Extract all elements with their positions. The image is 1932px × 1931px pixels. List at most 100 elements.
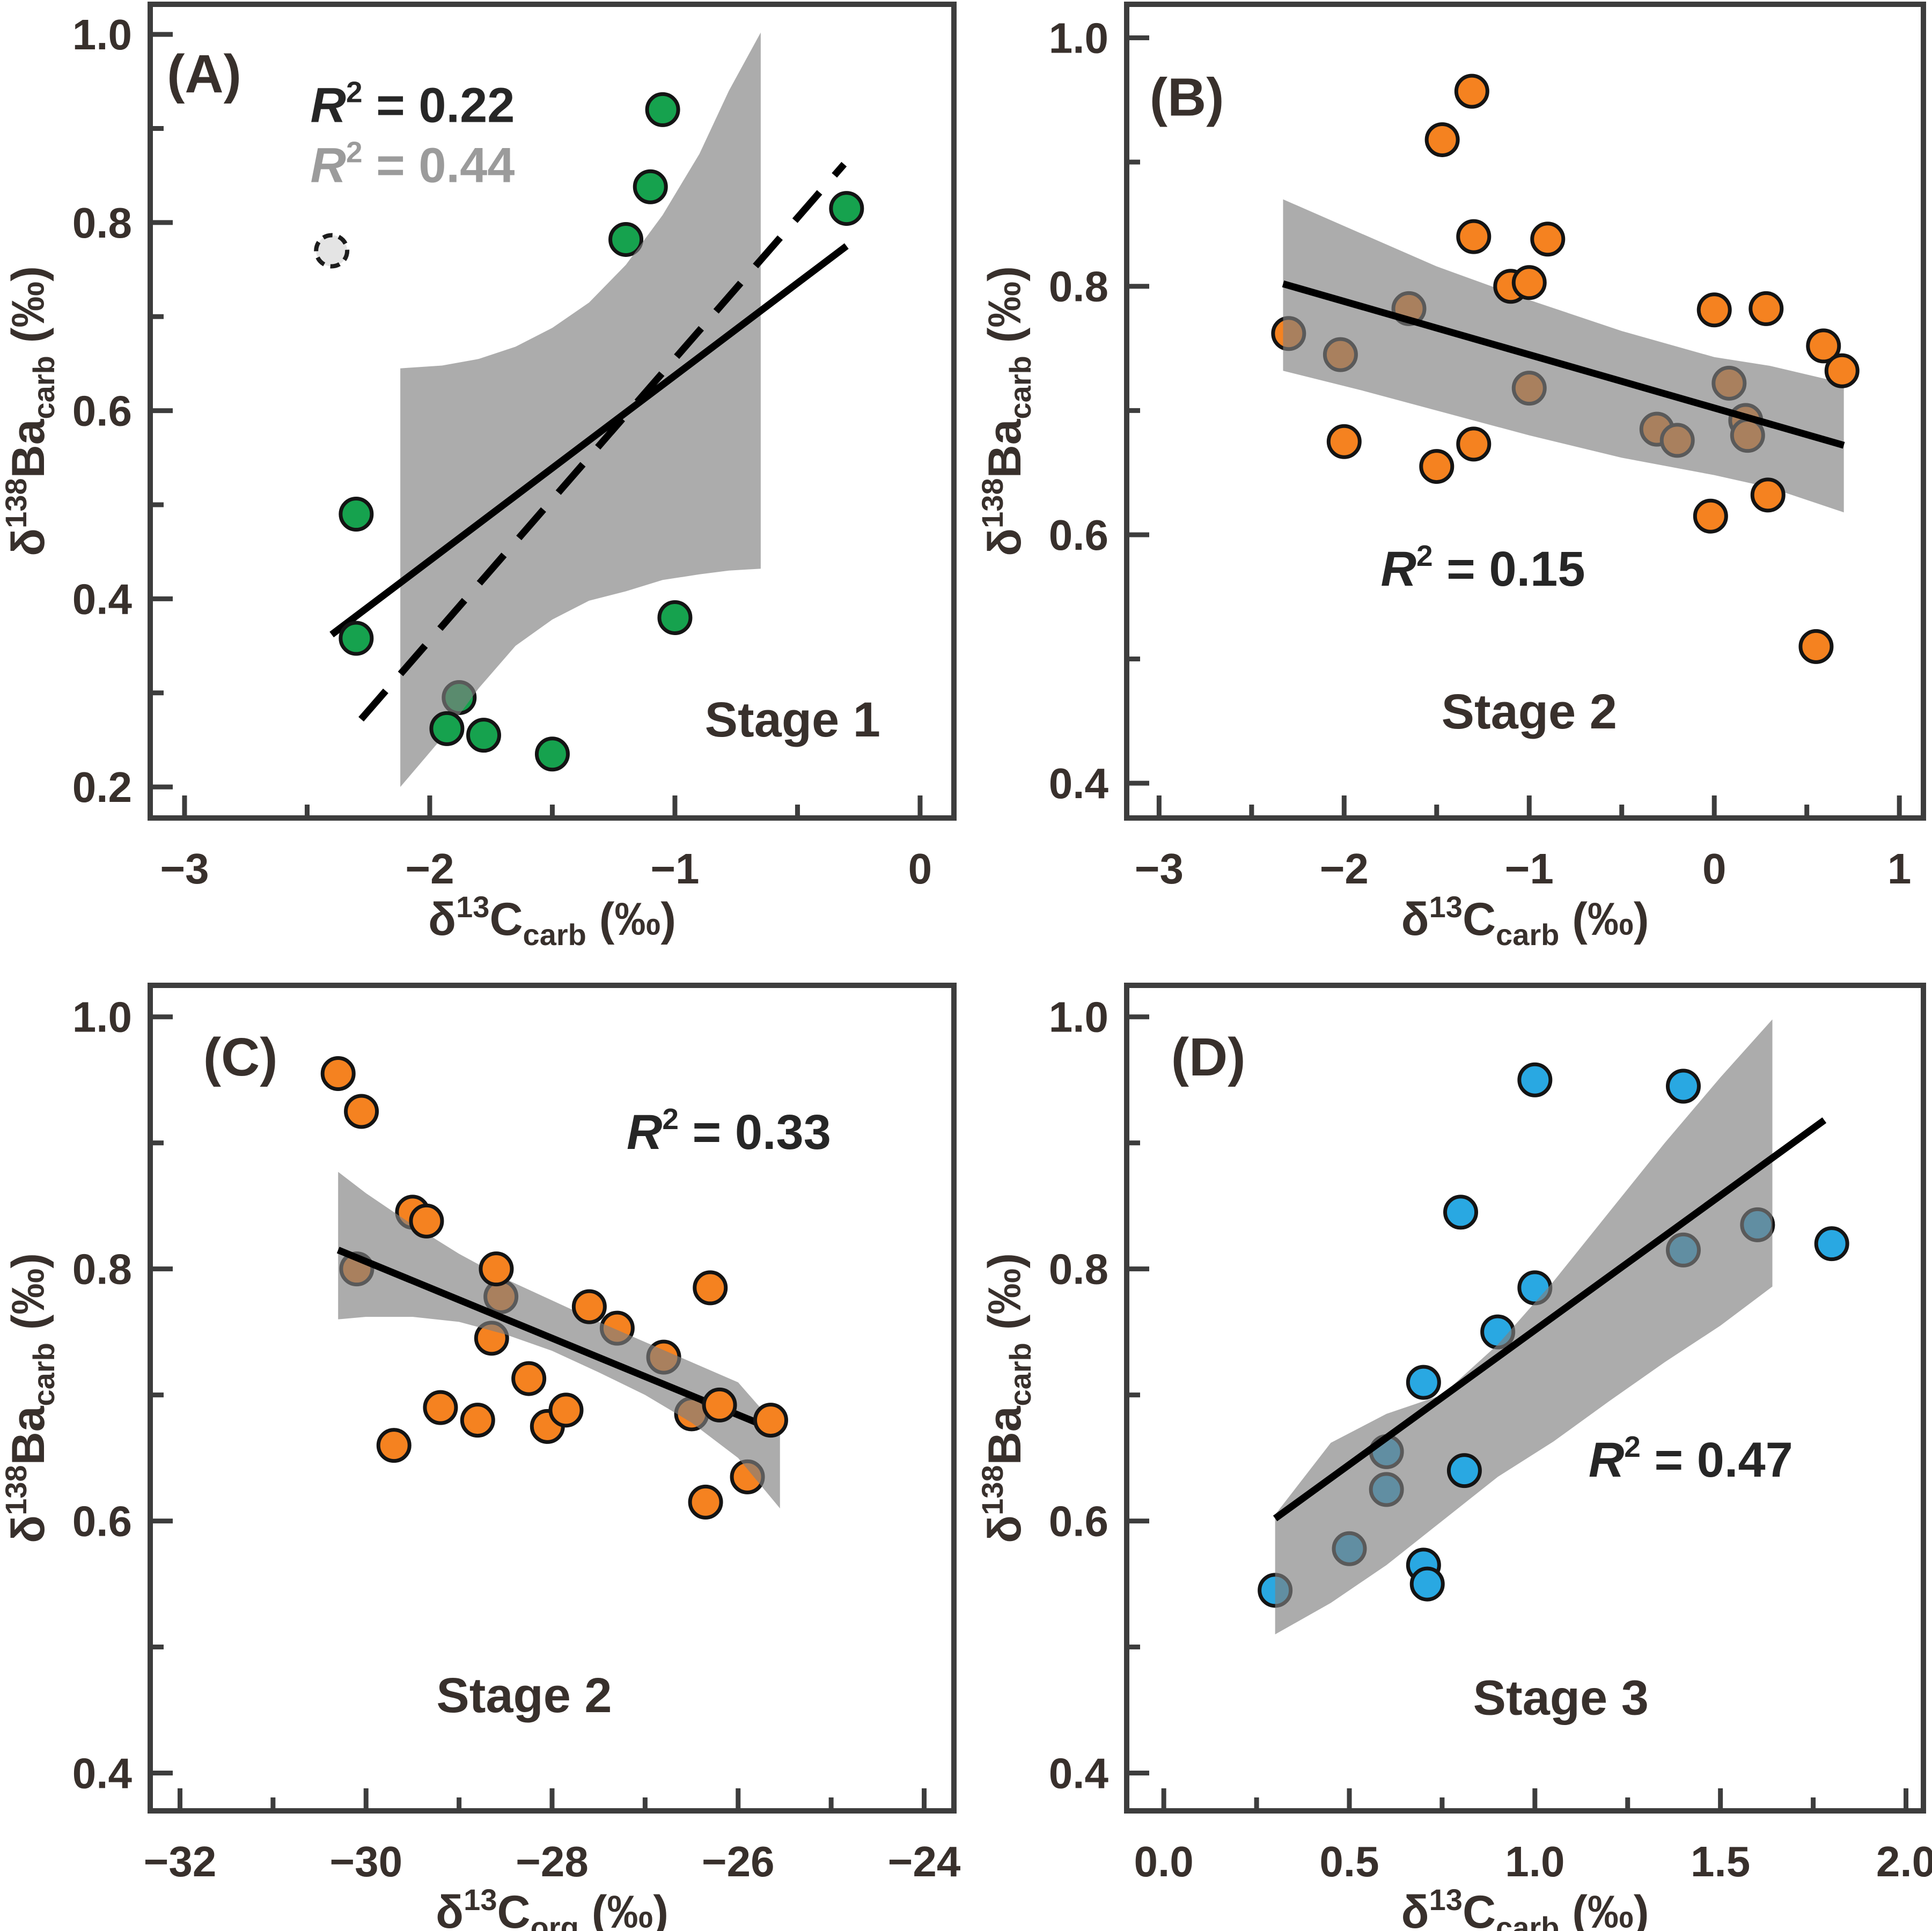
y-tick-label: 0.6 xyxy=(1049,511,1108,559)
data-point xyxy=(1517,1062,1553,1097)
data-point xyxy=(688,1484,723,1520)
r-squared-label: R2 = 0.22 xyxy=(310,75,515,132)
confidence-band xyxy=(1275,1019,1773,1635)
data-point xyxy=(753,1403,788,1438)
x-tick-label: −1 xyxy=(1505,845,1554,893)
panel-C: −32 −30 −28 −26 −24 1.0 0.8 0.6 0.4 (C) R2 = 0.33 S… xyxy=(0,983,961,1931)
points-over-band xyxy=(1406,1062,1849,1602)
y-tick-label: 0.2 xyxy=(72,763,132,811)
data-point xyxy=(1749,291,1784,326)
data-point xyxy=(829,191,864,226)
y-tick-label: 0.8 xyxy=(72,199,132,247)
regression-line xyxy=(1273,1117,1827,1522)
regression-line xyxy=(1282,280,1845,449)
x-axis-title: δ13Ccarb (‰) xyxy=(1401,890,1649,952)
x-axis-title: δ13Ccarb (‰) xyxy=(1401,1883,1649,1931)
data-point xyxy=(645,92,680,127)
panel-letter: (A) xyxy=(167,44,241,104)
x-tick-label: −3 xyxy=(1135,845,1184,893)
stage-label: Stage 3 xyxy=(1473,1671,1649,1726)
points-over-band xyxy=(339,92,864,772)
data-point xyxy=(1824,353,1860,388)
confidence-band xyxy=(400,32,761,787)
data-point xyxy=(1424,122,1460,157)
axis-ticks xyxy=(150,32,923,818)
x-tick-label: 0.5 xyxy=(1319,1838,1379,1885)
y-tick-label: 0.4 xyxy=(72,575,133,623)
data-point xyxy=(429,711,465,746)
y-tick-label: 0.4 xyxy=(72,1750,133,1797)
data-point xyxy=(320,1056,356,1091)
panel-letter: (B) xyxy=(1150,68,1224,128)
y-tick-label: 0.6 xyxy=(72,1498,132,1545)
regression-line xyxy=(336,1247,777,1434)
data-point xyxy=(1806,328,1841,364)
y-tick-label: 0.4 xyxy=(1049,1750,1109,1797)
x-tick-label: −24 xyxy=(888,1838,961,1885)
r-squared-label: R2 = 0.33 xyxy=(627,1102,831,1160)
data-point xyxy=(1693,498,1728,534)
x-tick-label: 0 xyxy=(908,845,932,893)
data-point xyxy=(376,1428,412,1463)
data-point xyxy=(460,1403,495,1438)
data-point xyxy=(344,1094,379,1129)
data-point xyxy=(1750,477,1786,513)
data-point xyxy=(1326,424,1362,459)
data-point xyxy=(633,169,668,204)
x-tick-label: 0 xyxy=(1702,845,1727,893)
excluded-data-point xyxy=(314,233,350,269)
data-point xyxy=(466,718,502,753)
data-point xyxy=(1454,73,1489,109)
y-tick-label: 0.8 xyxy=(1049,263,1108,311)
data-point xyxy=(479,1251,514,1287)
data-point xyxy=(1456,426,1492,462)
axis-ticks xyxy=(1127,1014,1908,1811)
data-point xyxy=(1530,222,1566,257)
data-point xyxy=(1696,292,1732,328)
data-point xyxy=(1798,629,1834,664)
data-point xyxy=(1446,1453,1482,1488)
data-point xyxy=(1406,1365,1441,1400)
y-tick-label: 0.6 xyxy=(72,387,132,435)
r-squared-label: R2 = 0.15 xyxy=(1381,539,1585,596)
axis-ticks xyxy=(150,1014,927,1811)
axis-ticks xyxy=(1127,35,1902,818)
regression-line xyxy=(329,243,849,638)
data-point xyxy=(339,621,374,656)
y-tick-label: 1.0 xyxy=(1049,993,1108,1041)
stage-label: Stage 2 xyxy=(1442,684,1617,739)
data-point xyxy=(409,1203,444,1239)
r-squared-label: R2 = 0.44 xyxy=(310,136,515,193)
x-tick-label: 1 xyxy=(1887,845,1912,893)
confidence-band xyxy=(1283,199,1844,513)
data-point xyxy=(511,1361,547,1396)
data-point xyxy=(608,222,644,257)
data-point xyxy=(423,1390,458,1425)
data-point xyxy=(1443,1195,1478,1230)
data-point xyxy=(1409,1566,1445,1602)
x-tick-label: −30 xyxy=(329,1838,402,1885)
x-tick-label: −2 xyxy=(1320,845,1369,893)
data-point xyxy=(657,600,693,635)
y-axis-title: δ138Bacarb (‰) xyxy=(975,1253,1037,1543)
y-tick-label: 0.8 xyxy=(1049,1245,1108,1293)
y-tick-label: 1.0 xyxy=(72,11,132,58)
y-tick-label: 1.0 xyxy=(72,993,132,1041)
points-over-band xyxy=(1326,73,1860,664)
x-axis-title: δ13Corg (‰) xyxy=(436,1883,669,1931)
data-point xyxy=(1814,1226,1849,1262)
x-tick-label: 2.0 xyxy=(1876,1838,1932,1885)
data-point xyxy=(534,736,570,772)
stage-label: Stage 1 xyxy=(705,692,880,747)
panel-letter: (C) xyxy=(203,1027,278,1087)
panel-D: 0.0 0.5 1.0 1.5 2.0 1.0 0.8 0.6 0.4 (D) R2 = 0.47 S… xyxy=(975,983,1932,1931)
panel-B: −3 −2 −1 0 1 1.0 0.8 0.6 0.4 (B) R2 = 0.15 Stage 2 δ… xyxy=(975,2,1926,952)
x-tick-label: −26 xyxy=(702,1838,775,1885)
data-point xyxy=(339,497,374,532)
y-tick-label: 0.6 xyxy=(1049,1498,1108,1545)
x-axis-title: δ13Ccarb (‰) xyxy=(428,890,676,952)
x-tick-label: −2 xyxy=(405,845,454,893)
